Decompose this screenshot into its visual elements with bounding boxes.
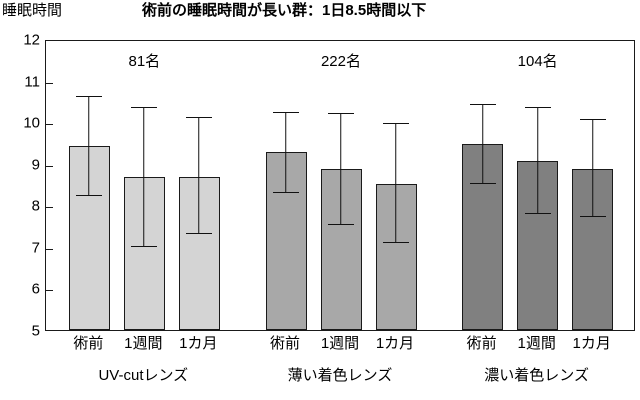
x-axis-tick-label: 1週間 — [517, 335, 556, 352]
bar-item[interactable] — [320, 41, 362, 330]
error-bar-cap-upper — [524, 106, 551, 108]
x-axis-tick-label: 1週間 — [124, 335, 163, 352]
x-axis-tick-label: 1カ月 — [572, 335, 611, 352]
error-bar-cap-upper — [76, 96, 103, 98]
x-axis-tick-label: 1カ月 — [179, 335, 218, 352]
y-axis-tick-mark — [46, 207, 53, 209]
bar[interactable] — [462, 143, 504, 330]
y-axis-tick-label: 9 — [31, 156, 40, 174]
bar-item[interactable] — [572, 41, 614, 330]
y-axis-tick-label: 12 — [23, 31, 40, 49]
group-name-label: 濃い着色レンズ — [484, 367, 589, 384]
error-bar-cap-lower — [186, 233, 213, 235]
error-bar-cap-lower — [383, 241, 409, 243]
bar-group — [46, 41, 636, 330]
x-axis-tick-label: 術前 — [269, 335, 300, 352]
error-bar — [285, 113, 287, 193]
y-axis-tick-mark — [46, 124, 53, 126]
error-bar-cap-upper — [186, 117, 213, 118]
y-axis-tick-label: 10 — [23, 114, 40, 132]
group-labels: UV-cutレンズ 薄い着色レンズ 濃い着色レンズ — [45, 367, 635, 393]
error-bar-cap-upper — [131, 106, 158, 108]
error-bar — [536, 107, 538, 215]
bar-group — [46, 41, 636, 330]
error-bar — [88, 97, 90, 197]
chart-title: 術前の睡眠時間が長い群：1日8.5時間以下 — [142, 2, 427, 19]
y-axis-tick-label: 7 — [31, 239, 40, 257]
error-bar-cap-upper — [383, 123, 409, 125]
y-axis-tick-mark — [46, 248, 53, 250]
error-bar-cap-upper — [469, 103, 496, 105]
error-bar-cap-lower — [328, 224, 354, 226]
bar-item[interactable] — [517, 41, 559, 330]
error-bar — [143, 107, 145, 247]
y-axis-tick-label: 6 — [31, 280, 40, 298]
error-bar — [395, 124, 397, 243]
y-axis-tick-mark — [46, 82, 53, 84]
bar-item[interactable] — [265, 41, 307, 330]
x-axis-tick-label: 術前 — [73, 335, 104, 352]
y-axis-tick-label: 11 — [24, 73, 40, 91]
plot-inner: 81名 222名 104名 — [46, 41, 634, 330]
y-axis-tick-labels: 12 11 10 9 8 7 6 5 — [0, 33, 40, 339]
y-axis-tick-label: 8 — [31, 197, 40, 215]
error-bar-cap-upper — [579, 119, 606, 121]
error-bar-cap-lower — [524, 213, 551, 215]
bar-item[interactable] — [462, 41, 504, 330]
error-bar-cap-lower — [579, 215, 606, 217]
error-bar-cap-upper — [328, 112, 354, 114]
bar-item[interactable] — [68, 41, 110, 330]
error-bar-cap-lower — [273, 191, 299, 193]
plot-area: 81名 222名 104名 — [45, 40, 635, 331]
error-bar — [591, 120, 593, 217]
y-axis-tick-mark — [46, 165, 53, 167]
y-axis-tick-mark — [46, 290, 53, 292]
error-bar — [340, 113, 342, 226]
group-count-label: 222名 — [320, 53, 361, 70]
x-axis-tick-label: 1カ月 — [375, 335, 415, 352]
group-name-label: UV-cutレンズ — [98, 367, 189, 384]
error-bar-cap-lower — [76, 195, 103, 197]
x-axis-tick-label: 術前 — [466, 335, 497, 352]
error-bar-cap-lower — [469, 182, 496, 184]
error-bar — [198, 118, 200, 235]
error-bar-cap-lower — [131, 245, 158, 247]
group-name-label: 薄い着色レンズ — [287, 367, 393, 384]
y-axis-tick-label: 5 — [31, 322, 40, 340]
bar-item[interactable] — [178, 41, 220, 330]
bar-group — [46, 41, 636, 330]
y-axis-title: 睡眠時間 — [2, 2, 63, 19]
error-bar-cap-upper — [273, 112, 299, 113]
bar-item[interactable] — [375, 41, 417, 330]
x-axis-tick-labels: 術前 1週間 1カ月 術前 1週間 1カ月 術前 1週間 1カ月 — [45, 335, 635, 361]
bar-item[interactable] — [123, 41, 165, 330]
x-axis-tick-label: 1週間 — [320, 335, 360, 352]
group-count-label: 104名 — [517, 53, 558, 70]
group-count-label: 81名 — [128, 53, 161, 70]
error-bar — [481, 104, 483, 184]
